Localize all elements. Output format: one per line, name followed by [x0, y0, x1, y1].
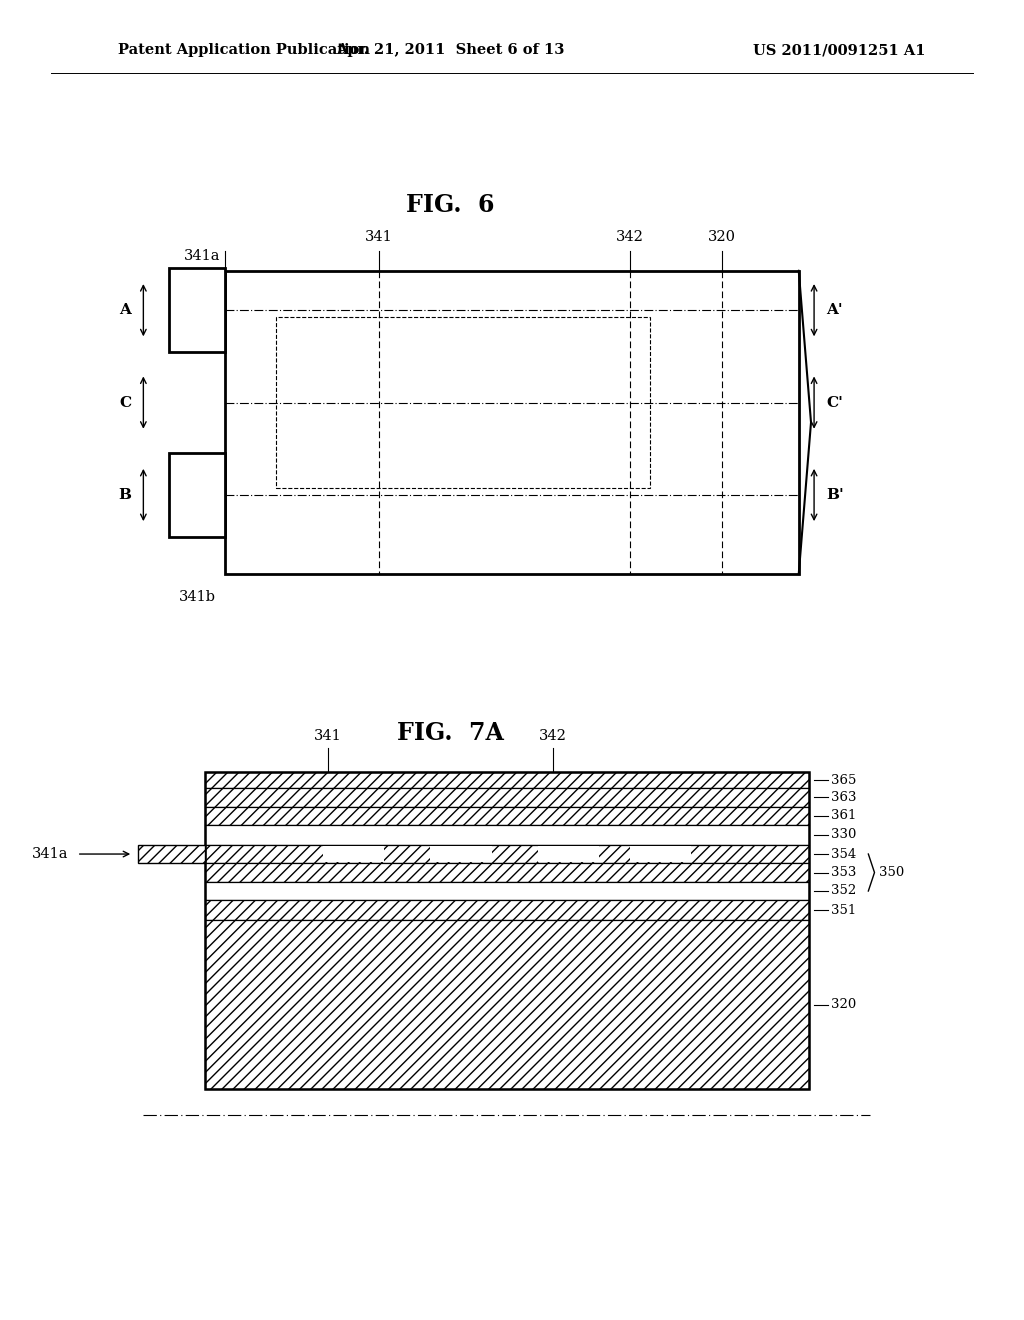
Text: 354: 354 [831, 847, 857, 861]
Text: 342: 342 [615, 230, 644, 244]
Text: Patent Application Publication: Patent Application Publication [118, 44, 370, 57]
Text: 352: 352 [831, 884, 857, 898]
Bar [138, 846, 205, 863]
Bar [205, 863, 809, 882]
Text: 341: 341 [365, 230, 393, 244]
Bar [205, 825, 809, 845]
Bar [630, 846, 691, 862]
Bar [538, 846, 599, 862]
Text: 342: 342 [539, 729, 567, 743]
Bar [205, 845, 809, 863]
Text: A': A' [826, 304, 843, 317]
Bar [205, 807, 809, 825]
Text: 320: 320 [831, 998, 857, 1011]
Text: 320: 320 [708, 230, 736, 244]
Bar [169, 268, 225, 352]
Text: 341b: 341b [179, 590, 216, 605]
Text: Apr. 21, 2011  Sheet 6 of 13: Apr. 21, 2011 Sheet 6 of 13 [336, 44, 565, 57]
Text: 353: 353 [831, 866, 857, 879]
Text: 361: 361 [831, 809, 857, 822]
Text: C: C [119, 396, 131, 409]
Text: 341a: 341a [32, 847, 69, 861]
Text: 365: 365 [831, 774, 857, 787]
Text: 350: 350 [879, 866, 904, 879]
Bar [169, 453, 225, 537]
Bar [430, 846, 492, 862]
Bar [225, 271, 799, 574]
Text: FIG.  7A: FIG. 7A [397, 721, 504, 744]
Text: FIG.  6: FIG. 6 [407, 193, 495, 216]
Text: 341a: 341a [183, 248, 220, 263]
Bar [205, 920, 809, 1089]
Text: 341: 341 [313, 729, 342, 743]
Text: B: B [118, 488, 131, 502]
Bar [205, 882, 809, 900]
Bar [276, 317, 650, 488]
Bar [205, 772, 809, 788]
Bar [205, 772, 809, 1089]
Bar [323, 846, 384, 862]
Text: US 2011/0091251 A1: US 2011/0091251 A1 [754, 44, 926, 57]
Text: C': C' [826, 396, 843, 409]
Text: 363: 363 [831, 791, 857, 804]
Text: B': B' [826, 488, 844, 502]
Bar [205, 900, 809, 920]
Text: 351: 351 [831, 904, 857, 916]
Bar [205, 788, 809, 807]
Text: 330: 330 [831, 829, 857, 841]
Text: A: A [119, 304, 131, 317]
